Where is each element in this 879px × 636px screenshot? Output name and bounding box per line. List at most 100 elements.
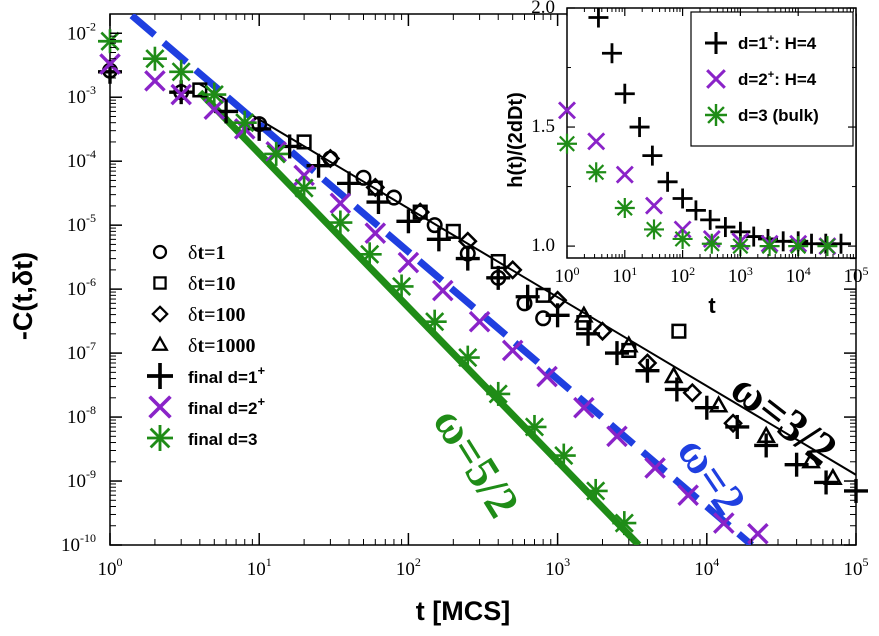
data-point-series-4 (366, 190, 391, 215)
data-point-series-1 (671, 323, 687, 339)
data-point-series-4 (725, 414, 750, 439)
legend-label-2: δt=100 (188, 304, 246, 326)
inset-data-points (557, 7, 851, 257)
data-point-series-6 (292, 176, 317, 201)
legend-marker-5 (148, 395, 172, 419)
main-plot-frame (109, 13, 857, 546)
data-point-series-2 (502, 259, 523, 280)
data-point-series-4 (169, 80, 194, 105)
inset-x-tick-label: 103 (728, 264, 753, 287)
data-point-series-5 (573, 396, 595, 419)
data-point-series-5 (431, 279, 454, 302)
inset-data-point-series-2 (759, 236, 780, 257)
data-point-series-4 (754, 433, 779, 458)
main-data-points (98, 29, 868, 545)
legend-marker-4 (147, 363, 173, 389)
y-tick-label: 10-10 (61, 531, 96, 556)
data-point-series-5 (644, 457, 666, 479)
inset-data-point-series-0 (700, 209, 721, 230)
y-tick-label: 10-8 (67, 403, 96, 428)
inset-data-point-series-0 (614, 83, 635, 104)
data-point-series-5 (144, 70, 166, 92)
inset-x-tick-label: 104 (786, 264, 811, 287)
data-point-series-6 (232, 110, 257, 135)
x-tick-label: 103 (545, 555, 570, 580)
data-point-series-5 (397, 251, 420, 274)
inset-axes: t h(t)/(2dDt) 100 101 102 103 104 105 1.0 1.5 2.… (505, 0, 869, 318)
x-tick-label: 100 (98, 555, 123, 580)
data-point-series-6 (328, 210, 353, 235)
data-point-series-4 (694, 395, 719, 420)
legend-label-6: final d=3 (188, 430, 257, 449)
data-point-series-1 (296, 134, 312, 150)
inset-data-point-series-2 (614, 198, 635, 218)
inset-data-point-series-0 (588, 7, 609, 28)
data-point-series-4 (784, 452, 809, 477)
legend-label-3: δt=1000 (188, 335, 256, 357)
inset-chart: d=1+: H=4 d=2+: H=4 d=3 (bulk) t h(t)/(2dD… (505, 0, 869, 318)
data-point-series-6 (422, 309, 447, 334)
data-point-series-1 (412, 204, 428, 220)
data-point-series-3 (663, 365, 684, 384)
data-point-series-6 (522, 414, 547, 439)
data-point-series-6 (357, 242, 382, 267)
data-point-series-4 (426, 227, 451, 252)
data-point-series-5 (713, 512, 735, 534)
inset-y-tick-label: 1.5 (531, 116, 555, 137)
y-tick-label: 10-4 (67, 147, 96, 172)
y-tick-label: 10-3 (67, 83, 96, 108)
legend-label-4: final d=1+ (188, 363, 265, 387)
data-point-series-5 (536, 365, 558, 388)
y-tick-label: 10-7 (67, 339, 96, 364)
inset-data-point-series-0 (642, 145, 663, 166)
inset-data-point-series-0 (830, 233, 851, 254)
y-tick-label: 10-2 (67, 19, 96, 44)
x-tick-label: 101 (247, 555, 272, 580)
inset-data-point-series-0 (629, 117, 650, 138)
data-point-series-2 (682, 382, 703, 403)
x-tick-label: 102 (396, 555, 421, 580)
data-point-series-0 (426, 217, 443, 234)
data-point-series-4 (396, 209, 421, 234)
inset-legend-marker-1 (706, 69, 726, 89)
inset-data-point-series-1 (615, 165, 634, 184)
data-point-series-6 (264, 141, 289, 166)
data-point-series-0 (355, 169, 372, 186)
inset-x-tick-label: 102 (670, 264, 695, 287)
inset-legend-label-2: d=3 (bulk) (738, 106, 819, 125)
data-point-series-3 (801, 451, 821, 469)
inset-legend: d=1+: H=4 d=2+: H=4 d=3 (bulk) (690, 11, 854, 147)
inset-data-point-series-0 (601, 43, 622, 64)
y-axis-title: -C(t,δt) (8, 252, 38, 340)
data-point-series-6 (142, 46, 167, 71)
slope-label-omega-2: ω=2 (668, 427, 757, 524)
data-point-series-6 (551, 443, 576, 468)
inset-data-point-series-0 (685, 200, 706, 221)
inset-y-tick-label: 1.0 (531, 235, 555, 256)
inset-legend-marker-2 (705, 104, 727, 126)
data-point-series-6 (389, 274, 414, 299)
y-tick-label: 10-9 (67, 467, 96, 492)
data-point-series-4 (337, 171, 362, 196)
data-point-series-6 (583, 478, 608, 503)
data-point-series-0 (385, 189, 402, 206)
inset-data-point-series-2 (701, 233, 722, 254)
inset-data-point-series-2 (672, 228, 693, 249)
data-point-series-4 (814, 470, 839, 495)
main-plot-area (109, 13, 857, 546)
inset-data-point-series-2 (557, 133, 577, 154)
data-point-series-2 (365, 177, 386, 198)
slope-label-omega-3-2: ω=3/2 (722, 362, 847, 475)
inset-y-tick-label: 2.0 (531, 0, 555, 18)
data-point-series-5 (468, 310, 491, 333)
main-legend: δt=1 δt=10 δt=100 δt=1000 final d=1+ final d=… (147, 242, 265, 451)
x-tick-label: 105 (844, 555, 869, 580)
data-point-series-2 (592, 321, 613, 342)
data-point-series-4 (306, 153, 331, 178)
data-point-series-6 (486, 381, 511, 406)
data-point-series-3 (708, 395, 729, 413)
x-axis-title: t [MCS] (416, 596, 510, 626)
inset-legend-marker-0 (705, 32, 727, 54)
y-tick-label: 10-5 (67, 211, 96, 236)
x-tick-label: 104 (694, 555, 719, 580)
